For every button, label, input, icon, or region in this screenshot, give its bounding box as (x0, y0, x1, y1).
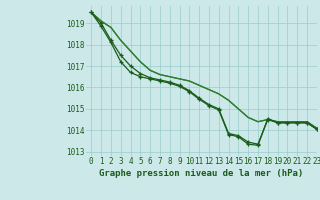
X-axis label: Graphe pression niveau de la mer (hPa): Graphe pression niveau de la mer (hPa) (100, 169, 304, 178)
